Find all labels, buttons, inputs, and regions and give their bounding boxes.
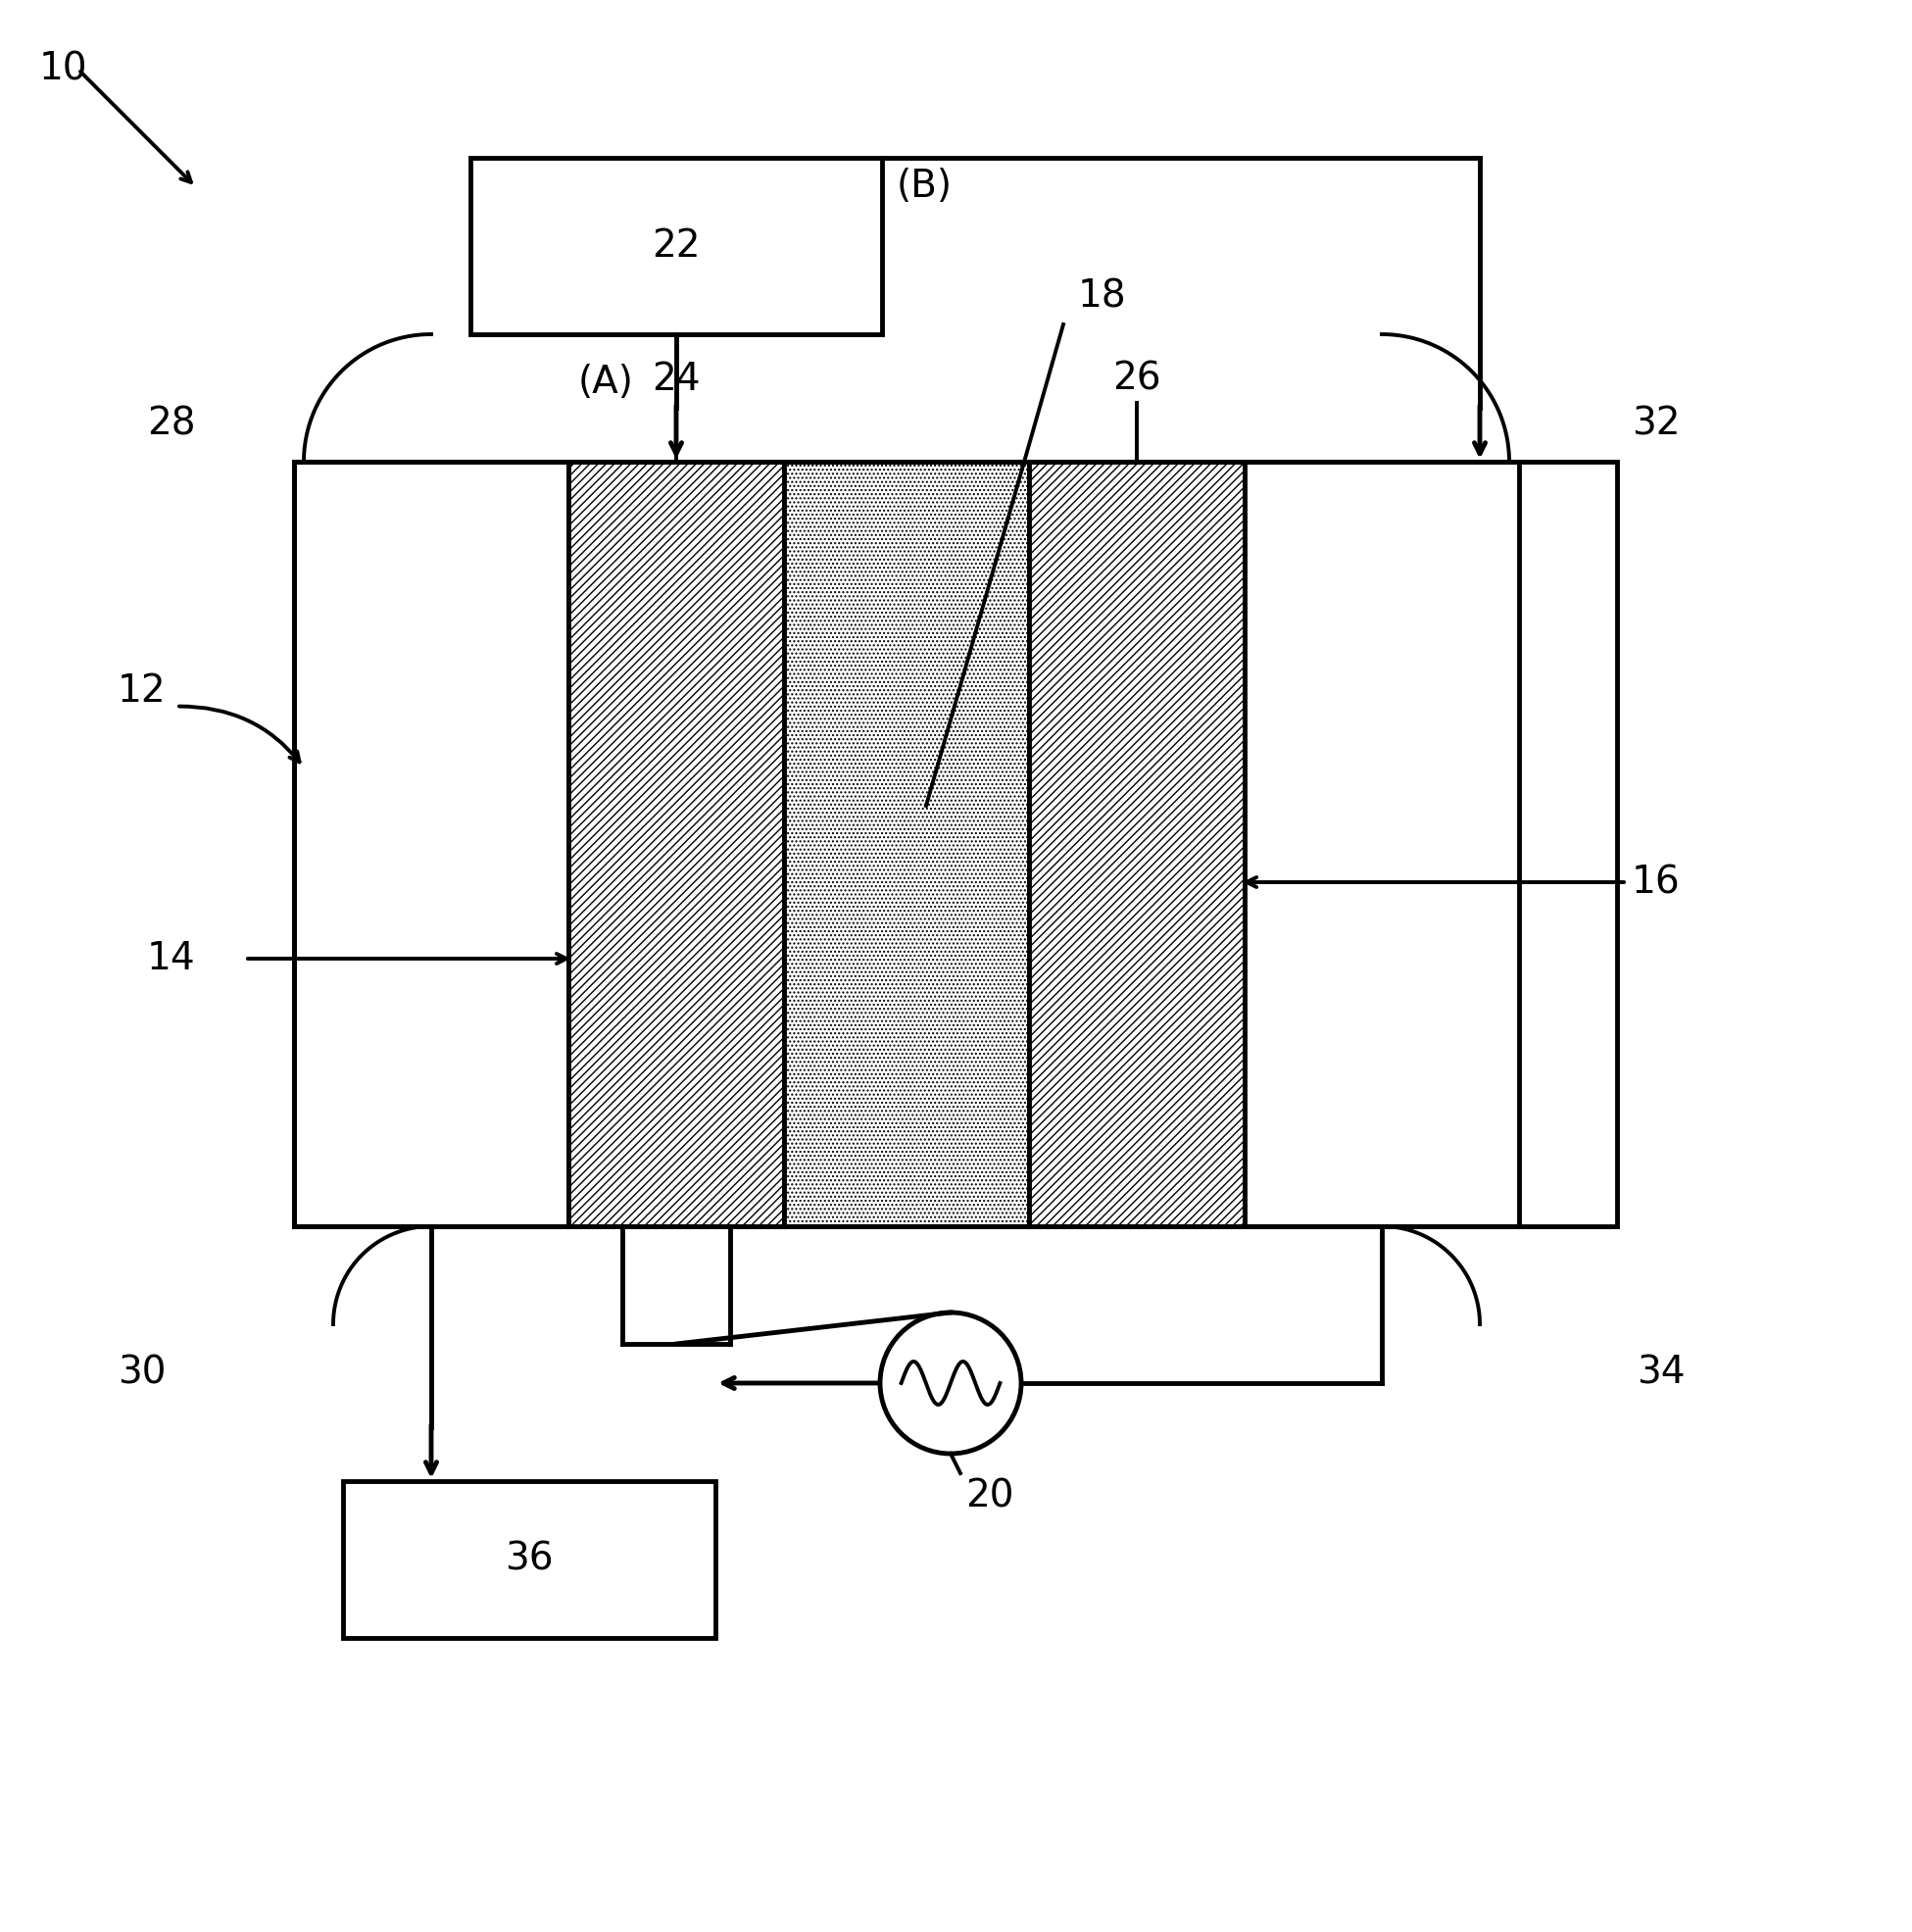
Text: 34: 34 [1637,1354,1684,1391]
Bar [1245,462,1518,1227]
Text: 20: 20 [966,1478,1013,1515]
Text: 32: 32 [1631,406,1681,442]
Text: 12: 12 [119,672,166,709]
Bar [470,158,881,334]
Text: (A): (A) [577,363,635,402]
Text: 10: 10 [40,50,88,87]
Text: 14: 14 [147,941,195,978]
Text: 24: 24 [652,361,700,398]
Text: (B): (B) [897,168,952,205]
Bar [342,1482,715,1638]
Text: 36: 36 [505,1542,553,1578]
Bar [294,462,1618,1227]
Text: 28: 28 [147,406,195,442]
Text: 26: 26 [1113,361,1161,398]
Text: 18: 18 [1078,278,1126,315]
Bar [294,462,568,1227]
Bar [568,462,784,1227]
Bar [784,462,1029,1227]
Text: 30: 30 [119,1354,166,1391]
Text: 22: 22 [652,228,700,265]
Bar [1029,462,1245,1227]
Text: 16: 16 [1631,864,1681,900]
